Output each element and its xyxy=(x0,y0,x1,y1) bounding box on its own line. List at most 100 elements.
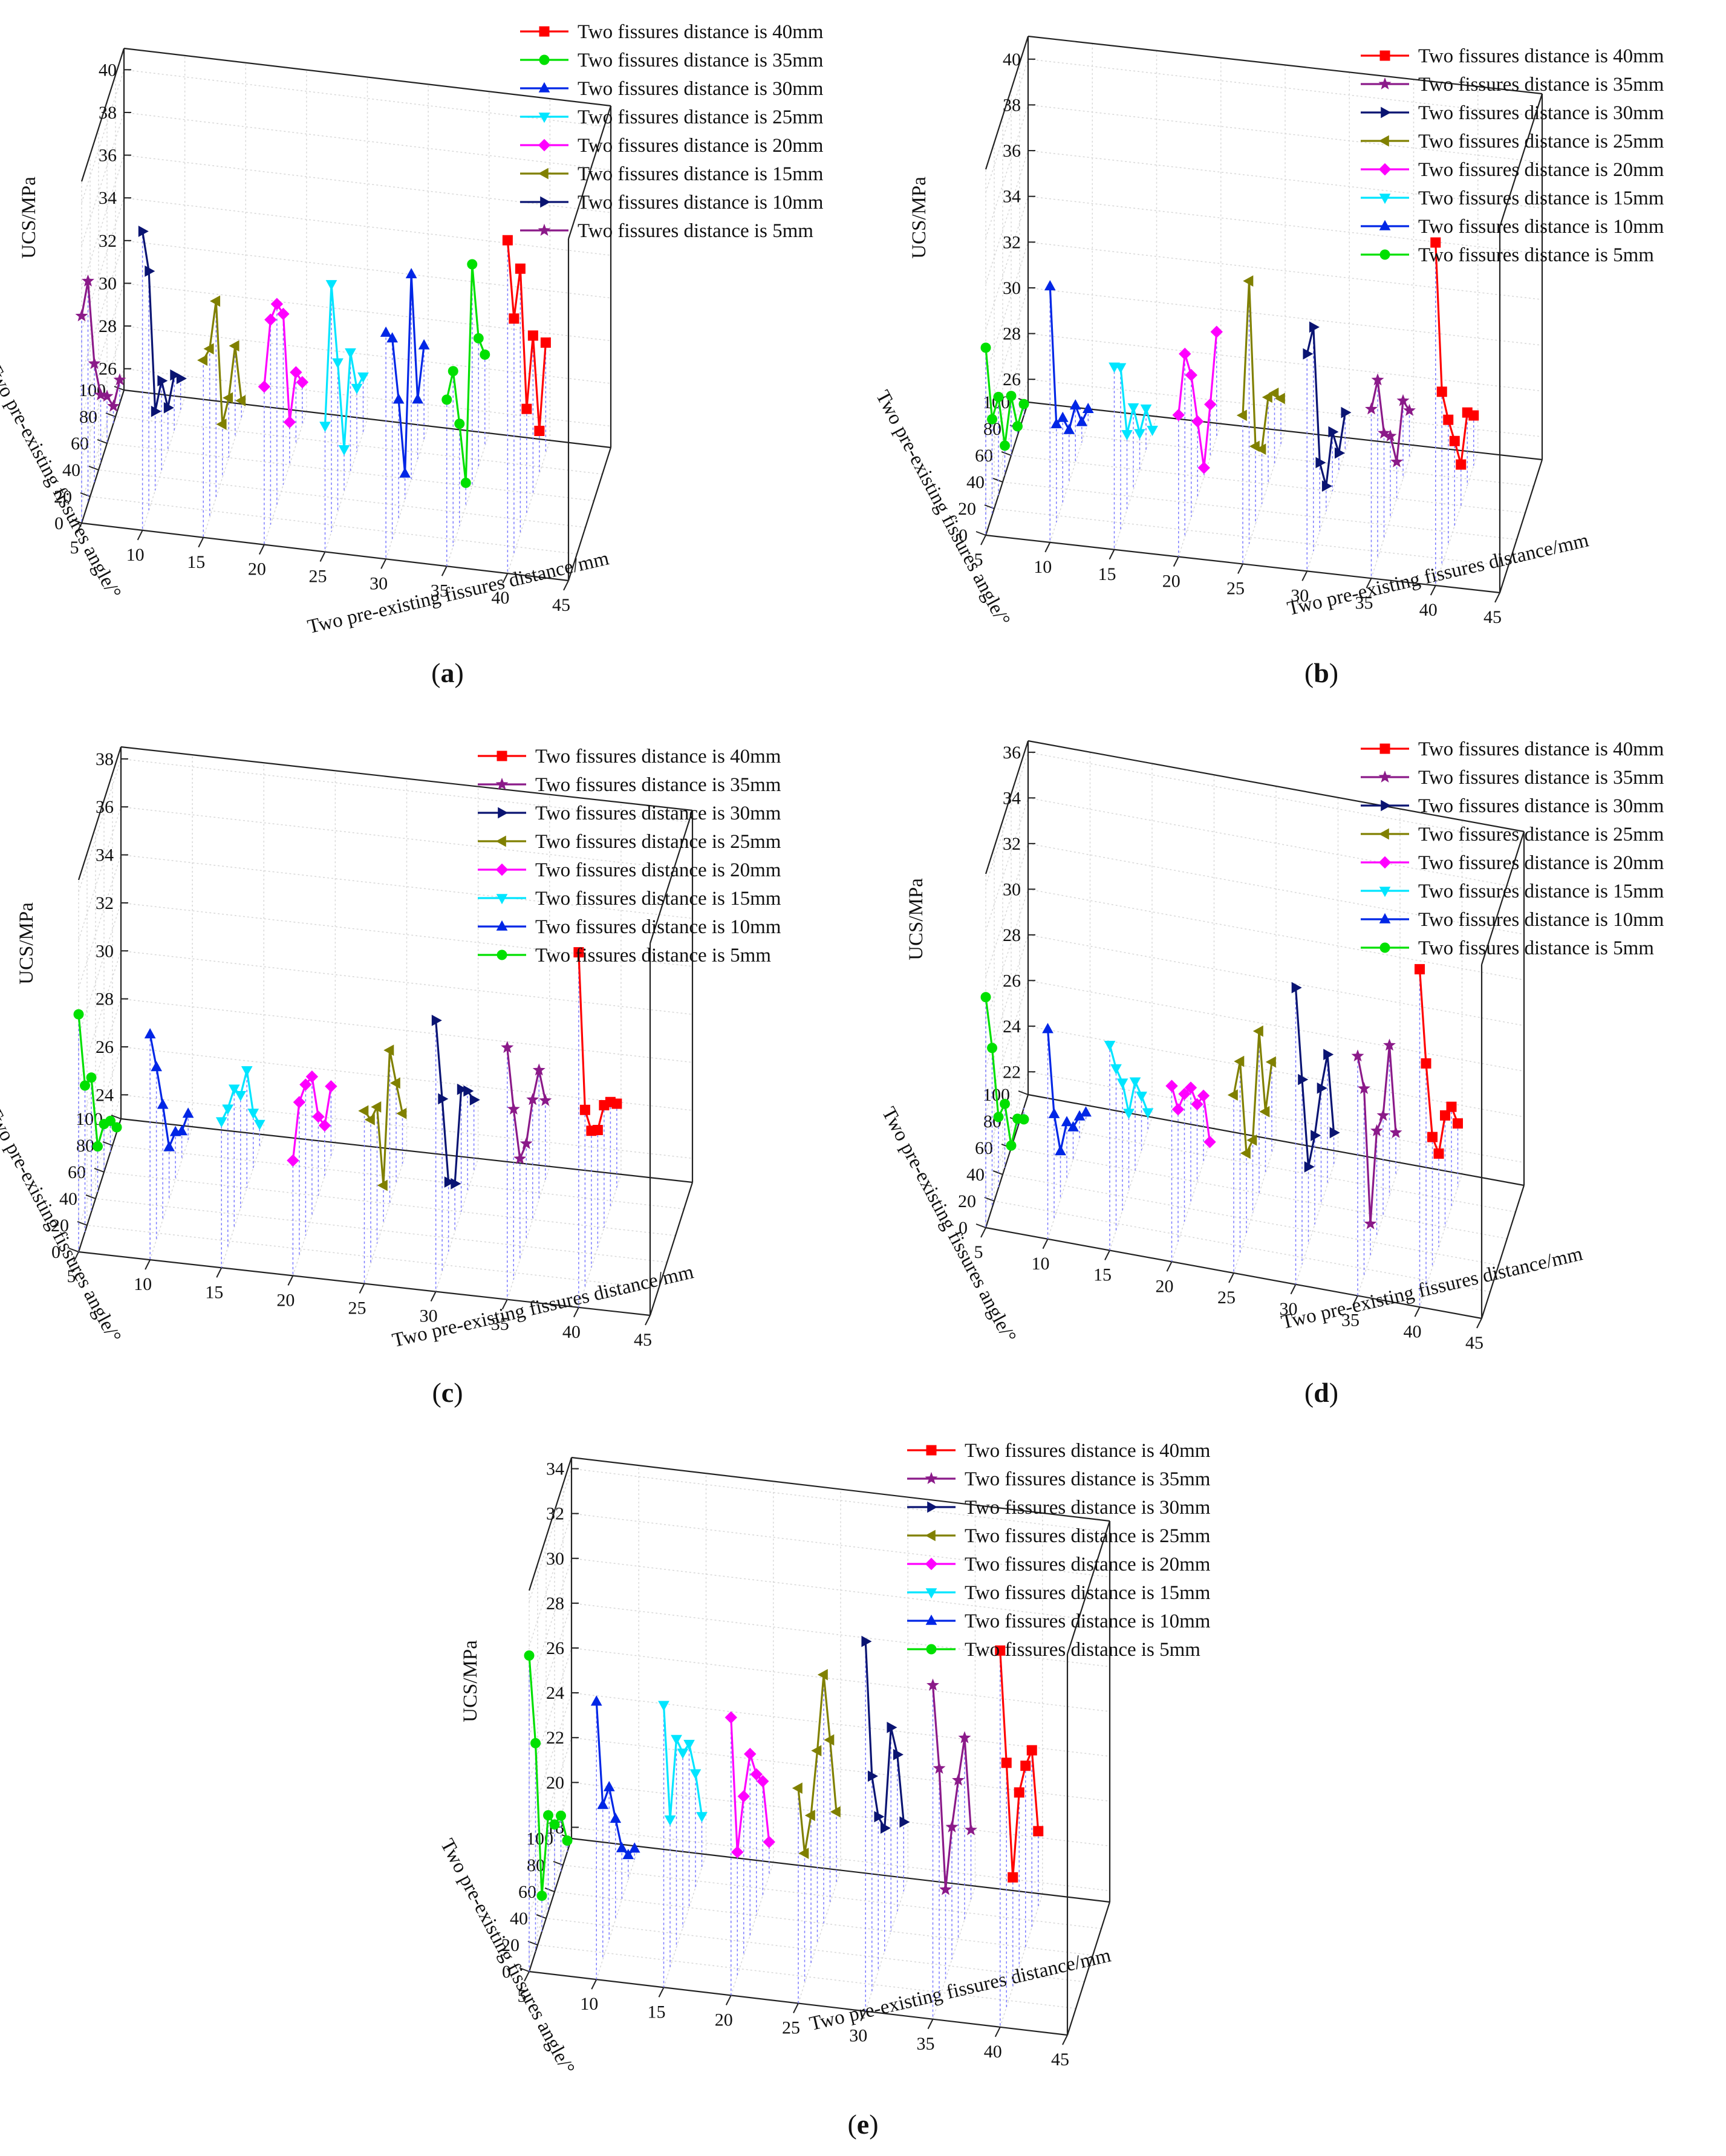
z-tick-label: 22 xyxy=(546,1728,564,1748)
series-40mm xyxy=(1430,237,1479,586)
data-point xyxy=(1291,982,1302,994)
data-point xyxy=(73,1009,84,1020)
legend-marker xyxy=(1378,828,1389,840)
series-10mm xyxy=(590,1695,640,1980)
series-line xyxy=(1306,327,1346,487)
data-point xyxy=(515,263,526,274)
data-point xyxy=(1259,1106,1270,1118)
data-point xyxy=(1376,1109,1390,1121)
legend-marker xyxy=(497,751,507,761)
x-tick-label: 20 xyxy=(1162,572,1181,591)
data-point xyxy=(965,1823,977,1835)
data-point xyxy=(798,1848,809,1859)
box-edge xyxy=(571,1456,1110,1522)
legend-marker xyxy=(495,778,509,790)
legend-label: Two fissures distance is 35mm xyxy=(1418,767,1664,789)
box-edge xyxy=(528,1838,573,1972)
legend-marker xyxy=(1381,800,1392,812)
data-point xyxy=(1142,1108,1154,1119)
data-point xyxy=(325,1080,337,1093)
series-35mm xyxy=(501,1041,552,1300)
series-line xyxy=(1435,242,1474,465)
legend-label: Two fissures distance is 5mm xyxy=(1418,244,1654,266)
data-point xyxy=(319,422,331,432)
series-30mm xyxy=(1303,321,1352,572)
data-point xyxy=(1121,430,1133,441)
x-tick-label: 35 xyxy=(917,2034,935,2054)
legend-label: Two fissures distance is 35mm xyxy=(1418,74,1664,96)
z-tick-label: 26 xyxy=(546,1638,564,1658)
series-20mm xyxy=(1165,1080,1216,1262)
data-point xyxy=(622,1849,634,1860)
box-edge xyxy=(123,47,611,107)
data-point xyxy=(939,1883,952,1895)
x-tick-label: 25 xyxy=(348,1298,366,1318)
y-gridline xyxy=(98,128,586,528)
z-tick-label: 24 xyxy=(1003,1017,1021,1037)
x-tick-label: 45 xyxy=(1465,1333,1483,1353)
legend-marker xyxy=(925,1529,936,1542)
z-gridline xyxy=(78,950,693,1084)
data-point xyxy=(610,1812,622,1823)
data-point xyxy=(861,1635,872,1647)
series-30mm xyxy=(380,268,430,559)
z-tick-label: 32 xyxy=(1003,232,1021,252)
data-point xyxy=(93,1141,103,1152)
x-tick-label: 15 xyxy=(648,2002,666,2022)
x-tick-label: 40 xyxy=(491,588,509,608)
legend: Two fissures distance is 40mm Two fissure… xyxy=(907,1440,1211,1661)
box-edge xyxy=(1480,1185,1525,1319)
legend-label: Two fissures distance is 15mm xyxy=(965,1582,1211,1604)
x-tick xyxy=(658,1987,665,1998)
panel-e: 1820222426283032345101520253035404502040… xyxy=(436,1440,1211,2078)
data-point xyxy=(993,391,1004,402)
data-point xyxy=(539,1093,552,1106)
legend-label: Two fissures distance is 15mm xyxy=(578,163,824,185)
legend-label: Two fissures distance is 40mm xyxy=(1418,45,1664,67)
legend-label: Two fissures distance is 30mm xyxy=(535,803,781,824)
x-tick-label: 15 xyxy=(187,552,205,572)
z-gridline xyxy=(81,325,611,460)
x-gridline xyxy=(446,91,490,567)
z-tick-label: 26 xyxy=(1003,971,1021,991)
x-tick-label: 30 xyxy=(370,573,388,593)
series-line xyxy=(291,1074,332,1161)
y-tick xyxy=(536,1914,547,1919)
data-point xyxy=(1129,1077,1141,1088)
data-point xyxy=(502,235,513,246)
data-point xyxy=(1334,447,1345,459)
data-point xyxy=(380,326,392,337)
data-point xyxy=(197,354,208,366)
legend-marker xyxy=(1378,856,1392,869)
data-point xyxy=(203,343,214,355)
z-gridline xyxy=(985,842,1525,977)
data-point xyxy=(744,1747,757,1760)
data-point xyxy=(1001,1757,1012,1768)
legend-label: Two fissures distance is 25mm xyxy=(1418,131,1664,152)
data-point xyxy=(811,1745,822,1757)
y-tick xyxy=(975,531,986,536)
data-point xyxy=(1449,435,1460,446)
y-gridline xyxy=(994,847,1491,1292)
legend-label: Two fissures distance is 20mm xyxy=(1418,852,1664,874)
data-point xyxy=(562,1835,573,1846)
y-axis-label: Two pre-existing fissures angle/° xyxy=(436,1835,579,2078)
data-point xyxy=(1262,391,1272,403)
z-tick-label: 26 xyxy=(1003,370,1021,389)
data-point xyxy=(509,313,519,324)
y-tick xyxy=(111,1115,122,1119)
box-edge xyxy=(1027,740,1525,833)
legend-label: Two fissures distance is 20mm xyxy=(535,859,781,881)
data-point xyxy=(1298,1073,1309,1086)
z-tick-label: 38 xyxy=(1003,95,1021,115)
data-point xyxy=(357,372,369,383)
data-point xyxy=(1134,429,1145,440)
x-tick xyxy=(1109,549,1115,560)
z-gridline xyxy=(985,934,1525,1069)
y-tick xyxy=(94,1168,105,1173)
x-gridline xyxy=(1357,809,1401,1296)
data-point xyxy=(145,265,155,277)
data-point xyxy=(176,373,187,385)
data-point xyxy=(750,1768,763,1781)
z-axis-label: UCS/MPa xyxy=(16,902,37,985)
